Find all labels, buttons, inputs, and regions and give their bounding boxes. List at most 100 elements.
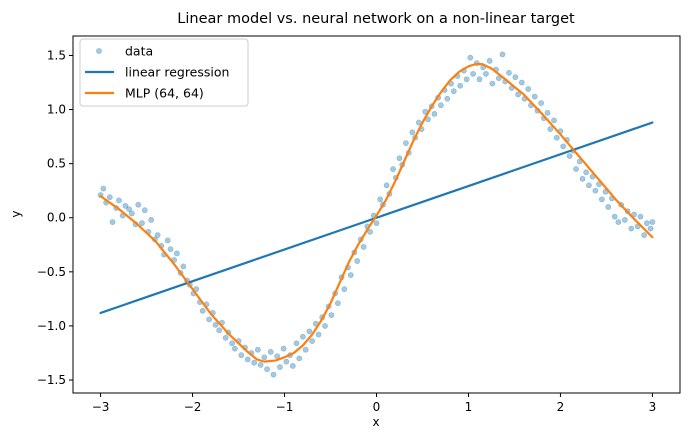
x-tick-label: 3	[649, 400, 657, 414]
chart-title: Linear model vs. neural network on a non…	[177, 11, 575, 27]
data-point	[641, 232, 648, 238]
data-point	[116, 197, 122, 204]
data-point	[206, 316, 213, 323]
data-point	[280, 345, 287, 352]
y-tick-label: −1.0	[37, 319, 66, 333]
data-point	[164, 237, 171, 244]
data-point	[431, 110, 438, 117]
x-tick-label: 1	[465, 400, 473, 414]
legend-label: data	[125, 44, 153, 59]
data-point	[135, 201, 142, 208]
data-point	[649, 219, 656, 225]
data-point	[231, 345, 238, 352]
data-point	[518, 79, 525, 86]
data-point	[547, 126, 554, 132]
data-point	[383, 182, 390, 189]
y-tick-label: 1.5	[47, 48, 66, 62]
legend-label: linear regression	[125, 65, 229, 80]
data-point	[261, 354, 268, 361]
data-point	[499, 51, 506, 58]
legend: data linear regression MLP (64, 64)	[79, 38, 249, 107]
data-point	[544, 109, 551, 116]
data-point	[538, 100, 545, 106]
data-point	[437, 102, 444, 109]
data-point	[216, 327, 223, 334]
data-point	[251, 359, 258, 366]
data-point	[506, 69, 512, 76]
data-point	[611, 213, 618, 220]
data-point	[283, 358, 290, 365]
data-point	[470, 70, 476, 77]
data-point	[109, 219, 116, 225]
data-point	[244, 356, 251, 363]
data-point	[592, 187, 599, 194]
data-point	[180, 263, 187, 270]
data-point	[212, 321, 219, 328]
data-point	[126, 206, 133, 212]
data-point	[551, 117, 557, 124]
x-tick-label: −2	[184, 400, 202, 414]
data-point	[647, 225, 654, 232]
x-axis: −3 −2 −1 0 1 2 3	[92, 393, 656, 414]
data-point	[525, 86, 532, 92]
data-point	[486, 57, 493, 64]
data-point	[128, 210, 135, 217]
data-point	[222, 334, 229, 341]
data-point	[274, 353, 281, 360]
data-point	[450, 88, 457, 95]
mlp-line	[99, 63, 654, 363]
data-point	[289, 363, 296, 369]
data-point	[106, 194, 113, 201]
data-point	[199, 307, 206, 314]
data-point	[457, 82, 464, 89]
data-point	[390, 166, 396, 172]
legend-marker	[96, 48, 102, 54]
data-point	[293, 340, 300, 347]
x-tick-label: 0	[373, 400, 381, 414]
data-point	[444, 95, 451, 102]
data-point	[141, 207, 148, 214]
data-point	[396, 155, 403, 162]
data-point	[148, 217, 155, 223]
y-tick-label: 1.0	[47, 103, 66, 117]
data-point	[628, 225, 635, 232]
x-axis-label: x	[372, 415, 379, 429]
data-point	[341, 286, 348, 293]
data-point	[139, 220, 145, 227]
data-point	[512, 74, 519, 81]
data-point	[334, 300, 341, 307]
data-point	[257, 361, 264, 368]
y-tick-label: 0.5	[47, 157, 66, 171]
data-point	[254, 346, 261, 353]
data-point	[277, 364, 283, 370]
data-point	[579, 175, 586, 182]
data-point	[515, 91, 522, 98]
data-point	[573, 166, 579, 172]
data-point	[467, 54, 474, 61]
data-point	[238, 352, 245, 359]
legend-box	[79, 38, 249, 107]
data-point	[229, 340, 236, 347]
data-point	[360, 244, 367, 250]
data-point	[598, 196, 605, 203]
data-point	[154, 232, 161, 238]
data-point	[354, 258, 361, 264]
legend-label: MLP (64, 64)	[125, 86, 204, 101]
line-layer	[99, 63, 654, 363]
x-tick-label: −1	[276, 400, 294, 414]
data-point	[531, 93, 538, 100]
data-point	[615, 219, 622, 225]
data-point	[643, 220, 650, 227]
y-tick-label: −1.5	[37, 373, 66, 387]
data-point	[483, 70, 489, 77]
data-point	[560, 143, 567, 150]
data-point	[309, 338, 316, 344]
data-point	[306, 328, 313, 335]
y-tick-label: 0.0	[47, 211, 66, 225]
data-point	[296, 355, 303, 362]
data-point	[476, 76, 483, 83]
data-point	[605, 204, 612, 210]
data-point	[377, 196, 384, 203]
y-axis: −1.5 −1.0 −0.5 0.0 0.5 1.0 1.5	[37, 48, 73, 387]
